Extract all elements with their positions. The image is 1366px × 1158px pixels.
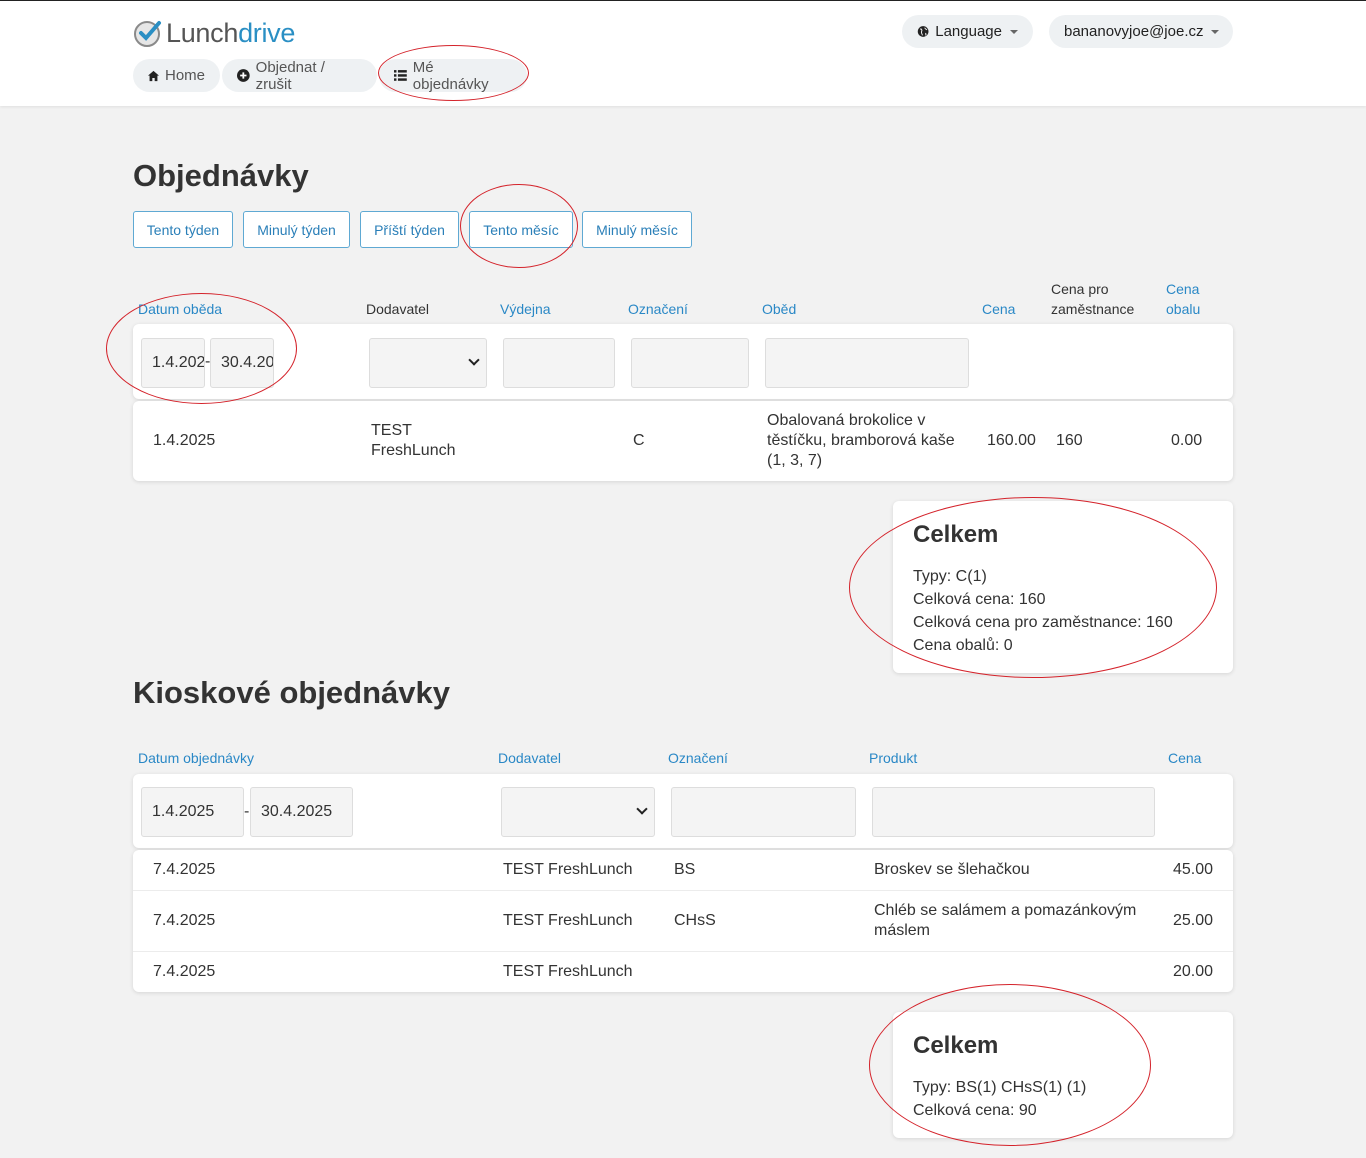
nav-order-cancel[interactable]: Objednat / zrušit [222,58,377,93]
col-kiosk-product[interactable]: Produkt [869,750,918,766]
logo-text-lunch: Lunch [166,17,239,48]
orders-summary-total: Celková cena: 160 [913,591,1046,608]
row-price: 160.00 [987,432,1036,449]
nav-home-label: Home [164,67,205,84]
kiosk-row-supplier: TEST FreshLunch [503,912,633,929]
kiosk-row-date: 7.4.2025 [153,963,216,980]
col-kiosk-supplier[interactable]: Dodavatel [498,750,562,766]
kiosk-summary-title: Celkem [913,1032,999,1059]
row-meal-line1: Obalovaná brokolice v [767,412,926,429]
orders-summary-card [893,501,1233,673]
globe-icon [917,26,929,37]
kiosk-row-supplier: TEST FreshLunch [503,861,633,878]
plus-circle-icon [237,69,250,82]
filter-last-week-button[interactable]: Minulý týden [243,211,350,248]
date-to-input[interactable]: 30.4.2025 [210,338,274,388]
col-employee-price-line1: Cena pro [1051,281,1109,297]
orders-title: Objednávky [133,158,309,193]
list-icon [394,70,407,81]
orders-summary-types: Typy: C(1) [913,568,987,585]
kiosk-row-date: 7.4.2025 [153,861,216,878]
col-order-date[interactable]: Datum objednávky [138,750,254,766]
table-row [133,401,1233,481]
kiosk-table-body [133,850,1233,992]
kiosk-summary-types: Typy: BS(1) CHsS(1) (1) [913,1079,1087,1096]
col-canteen[interactable]: Výdejna [500,301,551,317]
col-kiosk-price[interactable]: Cena [1168,750,1202,766]
date-from-input[interactable]: 1.4.2025 [141,338,205,388]
language-dropdown[interactable]: Language [902,15,1033,48]
orders-summary-package-total: Cena obalů: 0 [913,637,1013,654]
kiosk-row-supplier: TEST FreshLunch [503,963,633,980]
row-divider [133,890,1233,891]
row-supplier-line2: FreshLunch [371,442,456,459]
chevron-down-icon [468,354,480,366]
row-date: 1.4.2025 [153,432,216,449]
date-range-dash: - [244,803,250,820]
kiosk-row-price: 20.00 [1173,963,1214,980]
supplier-select[interactable] [369,338,487,388]
kiosk-row-product-line1: Chléb se salámem a pomazánkovým [874,902,1137,919]
kiosk-row-price: 25.00 [1173,912,1214,929]
kiosk-date-from-input[interactable]: 1.4.2025 [141,787,244,837]
logo-text-drive: drive [238,17,296,48]
kiosk-mark-filter-input[interactable] [671,787,856,837]
chevron-down-icon [636,803,648,815]
col-lunch-date[interactable]: Datum oběda [138,301,223,317]
kiosk-row-mark: CHsS [674,912,716,929]
filter-last-month-button[interactable]: Minulý měsíc [582,211,692,248]
row-meal-line2: těstíčku, bramborová kaše [767,432,955,449]
kiosk-orders-title: Kioskové objednávky [133,675,451,710]
kiosk-summary-card [893,1012,1233,1138]
checkmark-logo-icon [133,18,163,48]
filter-next-week-button[interactable]: Příští týden [360,211,459,248]
kiosk-row-mark: BS [674,861,696,878]
row-package-price: 0.00 [1171,432,1203,449]
row-divider [133,951,1233,952]
col-meal[interactable]: Oběd [762,301,797,317]
row-mark: C [633,432,645,449]
filter-this-week-button[interactable]: Tento týden [133,211,233,248]
col-package-price-line1[interactable]: Cena [1166,281,1200,297]
orders-summary-title: Celkem [913,521,999,548]
home-icon [148,70,159,81]
lunchdrive-logo[interactable]: Lunchdrive [133,17,295,49]
kiosk-row-date: 7.4.2025 [153,912,216,929]
orders-summary-employee-total: Celková cena pro zaměstnance: 160 [913,614,1173,631]
row-supplier-line1: TEST [371,422,412,439]
user-menu-dropdown[interactable]: bananovyjoe@joe.cz [1049,15,1233,48]
date-range-dash: - [205,353,211,370]
nav-my-orders-label: Mé objednávky [412,58,489,93]
filter-this-month-button[interactable]: Tento měsíc [469,211,573,248]
col-mark[interactable]: Označení [628,301,688,317]
canteen-filter-input[interactable] [503,338,615,388]
col-price[interactable]: Cena [982,301,1016,317]
kiosk-row-product: Broskev se šlehačkou [874,861,1030,878]
user-email: bananovyjoe@joe.cz [1064,23,1204,40]
mark-filter-input[interactable] [631,338,749,388]
meal-filter-input[interactable] [765,338,969,388]
language-label: Language [935,23,1002,40]
col-employee-price-line2: zaměstnance [1051,301,1135,317]
kiosk-row-price: 45.00 [1173,861,1214,878]
nav-order-cancel-label: Objednat / zrušit [255,58,325,93]
caret-down-icon [1010,29,1018,34]
row-employee-price: 160 [1056,432,1083,449]
caret-down-icon [1211,29,1220,34]
nav-my-orders[interactable]: Mé objednávky [379,58,527,93]
kiosk-summary-total: Celková cena: 90 [913,1102,1037,1119]
col-package-price-line2[interactable]: obalu [1166,301,1201,317]
col-supplier: Dodavatel [366,301,430,317]
kiosk-supplier-select[interactable] [501,787,655,837]
kiosk-product-filter-input[interactable] [872,787,1155,837]
col-kiosk-mark[interactable]: Označení [668,750,728,766]
row-meal-line3: (1, 3, 7) [767,452,823,469]
kiosk-row-product-line2: máslem [874,922,931,939]
nav-home[interactable]: Home [133,59,220,92]
kiosk-date-to-input[interactable]: 30.4.2025 [250,787,353,837]
top-navbar: Lunchdrive Language bananovyjoe@joe.cz H… [0,0,1366,106]
